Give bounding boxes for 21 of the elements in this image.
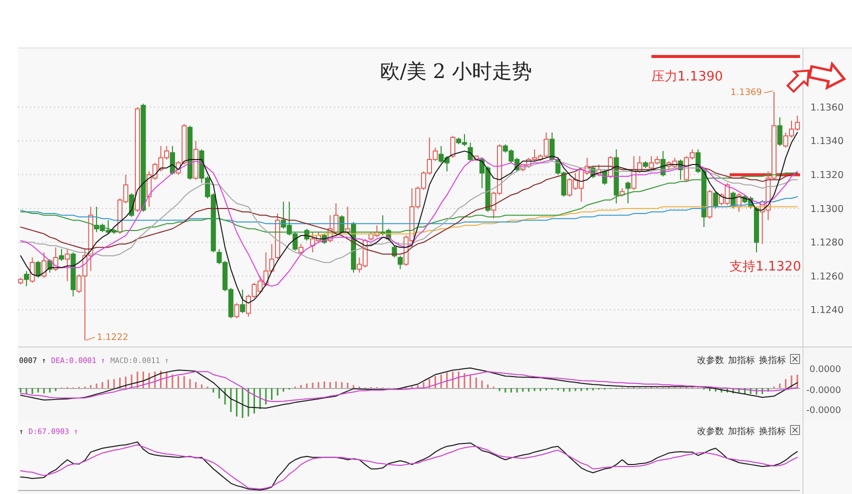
text: 欧/美 2 小时走势 [380, 59, 532, 83]
text: 加指标 [728, 355, 755, 366]
text: 0.0000 [810, 365, 842, 376]
text: 换指标 [759, 355, 786, 366]
y-tick-label: 1.1240 [810, 305, 844, 316]
text: 加指标 [728, 426, 755, 437]
y-tick-label: 1.1360 [810, 102, 844, 114]
y-tick-label: 1.1340 [810, 136, 844, 148]
y-tick-label: 1.1260 [810, 271, 844, 282]
annotation: 1.1222 [96, 333, 128, 344]
ref-line-label: 压力1.1390 [651, 69, 723, 84]
y-tick-label: 1.1320 [810, 170, 844, 182]
text: 改参数 [697, 426, 724, 437]
ref-line-label: 支持1.1320 [730, 260, 802, 275]
text: -0.0000 [806, 406, 842, 416]
text: 换指标 [759, 426, 786, 437]
y-tick-label: 1.1300 [810, 204, 844, 215]
annotation: 1.1369 [730, 88, 762, 98]
text: 改参数 [697, 355, 724, 366]
y-tick-label: 1.1280 [810, 238, 844, 249]
text: -0.0000 [806, 386, 842, 396]
